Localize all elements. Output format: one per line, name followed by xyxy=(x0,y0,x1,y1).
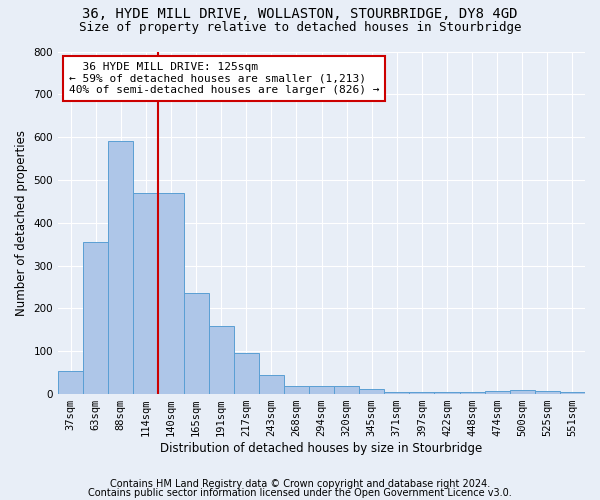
Bar xyxy=(108,142,133,394)
Bar xyxy=(259,375,284,394)
Bar xyxy=(334,386,359,394)
Bar xyxy=(184,294,209,394)
X-axis label: Distribution of detached houses by size in Stourbridge: Distribution of detached houses by size … xyxy=(160,442,482,455)
Bar xyxy=(384,392,409,394)
Y-axis label: Number of detached properties: Number of detached properties xyxy=(15,130,28,316)
Bar xyxy=(133,193,158,394)
Bar xyxy=(58,370,83,394)
Bar xyxy=(83,242,108,394)
Bar xyxy=(560,392,585,394)
Bar xyxy=(510,390,535,394)
Bar xyxy=(233,354,259,394)
Bar xyxy=(485,390,510,394)
Text: Contains HM Land Registry data © Crown copyright and database right 2024.: Contains HM Land Registry data © Crown c… xyxy=(110,479,490,489)
Bar xyxy=(359,388,384,394)
Bar xyxy=(309,386,334,394)
Text: Contains public sector information licensed under the Open Government Licence v3: Contains public sector information licen… xyxy=(88,488,512,498)
Text: Size of property relative to detached houses in Stourbridge: Size of property relative to detached ho… xyxy=(79,21,521,34)
Text: 36 HYDE MILL DRIVE: 125sqm
← 59% of detached houses are smaller (1,213)
40% of s: 36 HYDE MILL DRIVE: 125sqm ← 59% of deta… xyxy=(68,62,379,95)
Bar xyxy=(535,390,560,394)
Text: 36, HYDE MILL DRIVE, WOLLASTON, STOURBRIDGE, DY8 4GD: 36, HYDE MILL DRIVE, WOLLASTON, STOURBRI… xyxy=(82,8,518,22)
Bar xyxy=(460,392,485,394)
Bar xyxy=(434,392,460,394)
Bar xyxy=(209,326,233,394)
Bar xyxy=(284,386,309,394)
Bar xyxy=(409,392,434,394)
Bar xyxy=(158,193,184,394)
